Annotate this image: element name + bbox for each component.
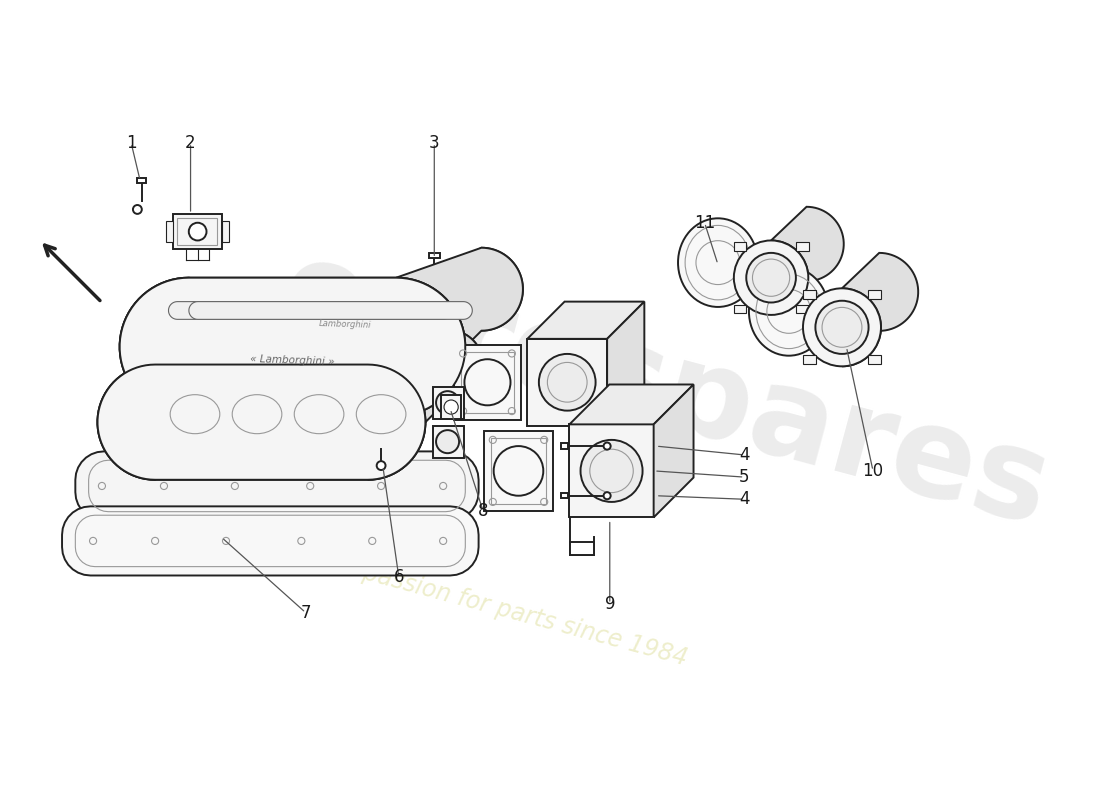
Text: 10: 10: [862, 462, 883, 480]
Polygon shape: [75, 451, 478, 521]
Text: 1: 1: [125, 134, 136, 152]
Polygon shape: [771, 206, 844, 315]
Polygon shape: [120, 278, 465, 416]
Polygon shape: [120, 248, 522, 416]
Polygon shape: [432, 426, 463, 458]
Ellipse shape: [678, 218, 758, 307]
Ellipse shape: [436, 430, 459, 453]
Ellipse shape: [436, 391, 459, 414]
Polygon shape: [138, 178, 146, 183]
Polygon shape: [868, 290, 881, 299]
Polygon shape: [868, 355, 881, 364]
Ellipse shape: [581, 440, 642, 502]
Polygon shape: [570, 542, 594, 555]
Polygon shape: [803, 290, 815, 299]
Polygon shape: [734, 242, 746, 250]
Text: « Lamborghini »: « Lamborghini »: [250, 354, 334, 366]
Text: a passion for parts since 1984: a passion for parts since 1984: [339, 555, 690, 670]
Text: 8: 8: [477, 502, 488, 520]
Polygon shape: [120, 278, 465, 416]
Text: 7: 7: [300, 604, 311, 622]
Text: 5: 5: [739, 468, 750, 486]
Polygon shape: [432, 386, 463, 418]
Ellipse shape: [444, 400, 459, 414]
Ellipse shape: [133, 205, 142, 214]
Text: 4: 4: [739, 490, 750, 508]
Ellipse shape: [803, 288, 881, 366]
Polygon shape: [221, 221, 229, 242]
Polygon shape: [367, 330, 483, 480]
Ellipse shape: [189, 222, 207, 241]
Polygon shape: [62, 506, 478, 575]
Text: 3: 3: [429, 134, 440, 152]
Polygon shape: [607, 302, 645, 426]
Text: 9: 9: [605, 595, 615, 613]
Polygon shape: [570, 424, 653, 518]
Ellipse shape: [539, 354, 595, 410]
Polygon shape: [168, 302, 452, 319]
Polygon shape: [796, 242, 808, 250]
Polygon shape: [653, 385, 693, 518]
Text: 11: 11: [694, 214, 715, 232]
Ellipse shape: [494, 446, 543, 496]
Ellipse shape: [749, 267, 828, 356]
Polygon shape: [796, 305, 808, 314]
Text: 2: 2: [185, 134, 196, 152]
Polygon shape: [166, 221, 173, 242]
Polygon shape: [429, 253, 440, 258]
Polygon shape: [570, 385, 693, 424]
Polygon shape: [173, 214, 221, 250]
Ellipse shape: [376, 461, 385, 470]
Polygon shape: [803, 355, 815, 364]
Ellipse shape: [815, 301, 869, 354]
Polygon shape: [842, 253, 918, 366]
Polygon shape: [561, 443, 568, 449]
Polygon shape: [484, 431, 553, 510]
Ellipse shape: [746, 253, 796, 302]
Polygon shape: [441, 394, 461, 419]
Ellipse shape: [604, 442, 611, 450]
Ellipse shape: [464, 359, 510, 406]
Polygon shape: [561, 493, 568, 498]
Polygon shape: [189, 302, 472, 319]
Ellipse shape: [734, 241, 808, 315]
Polygon shape: [98, 365, 426, 480]
Polygon shape: [98, 365, 426, 480]
Text: 6: 6: [394, 568, 404, 586]
Ellipse shape: [604, 492, 611, 499]
Polygon shape: [454, 345, 520, 420]
Text: Lamborghini: Lamborghini: [319, 319, 372, 330]
Text: eurospares: eurospares: [267, 230, 1062, 552]
Polygon shape: [527, 339, 607, 426]
Polygon shape: [527, 302, 645, 339]
Polygon shape: [396, 248, 522, 416]
Polygon shape: [734, 305, 746, 314]
Polygon shape: [98, 330, 483, 480]
Text: 4: 4: [739, 446, 750, 464]
